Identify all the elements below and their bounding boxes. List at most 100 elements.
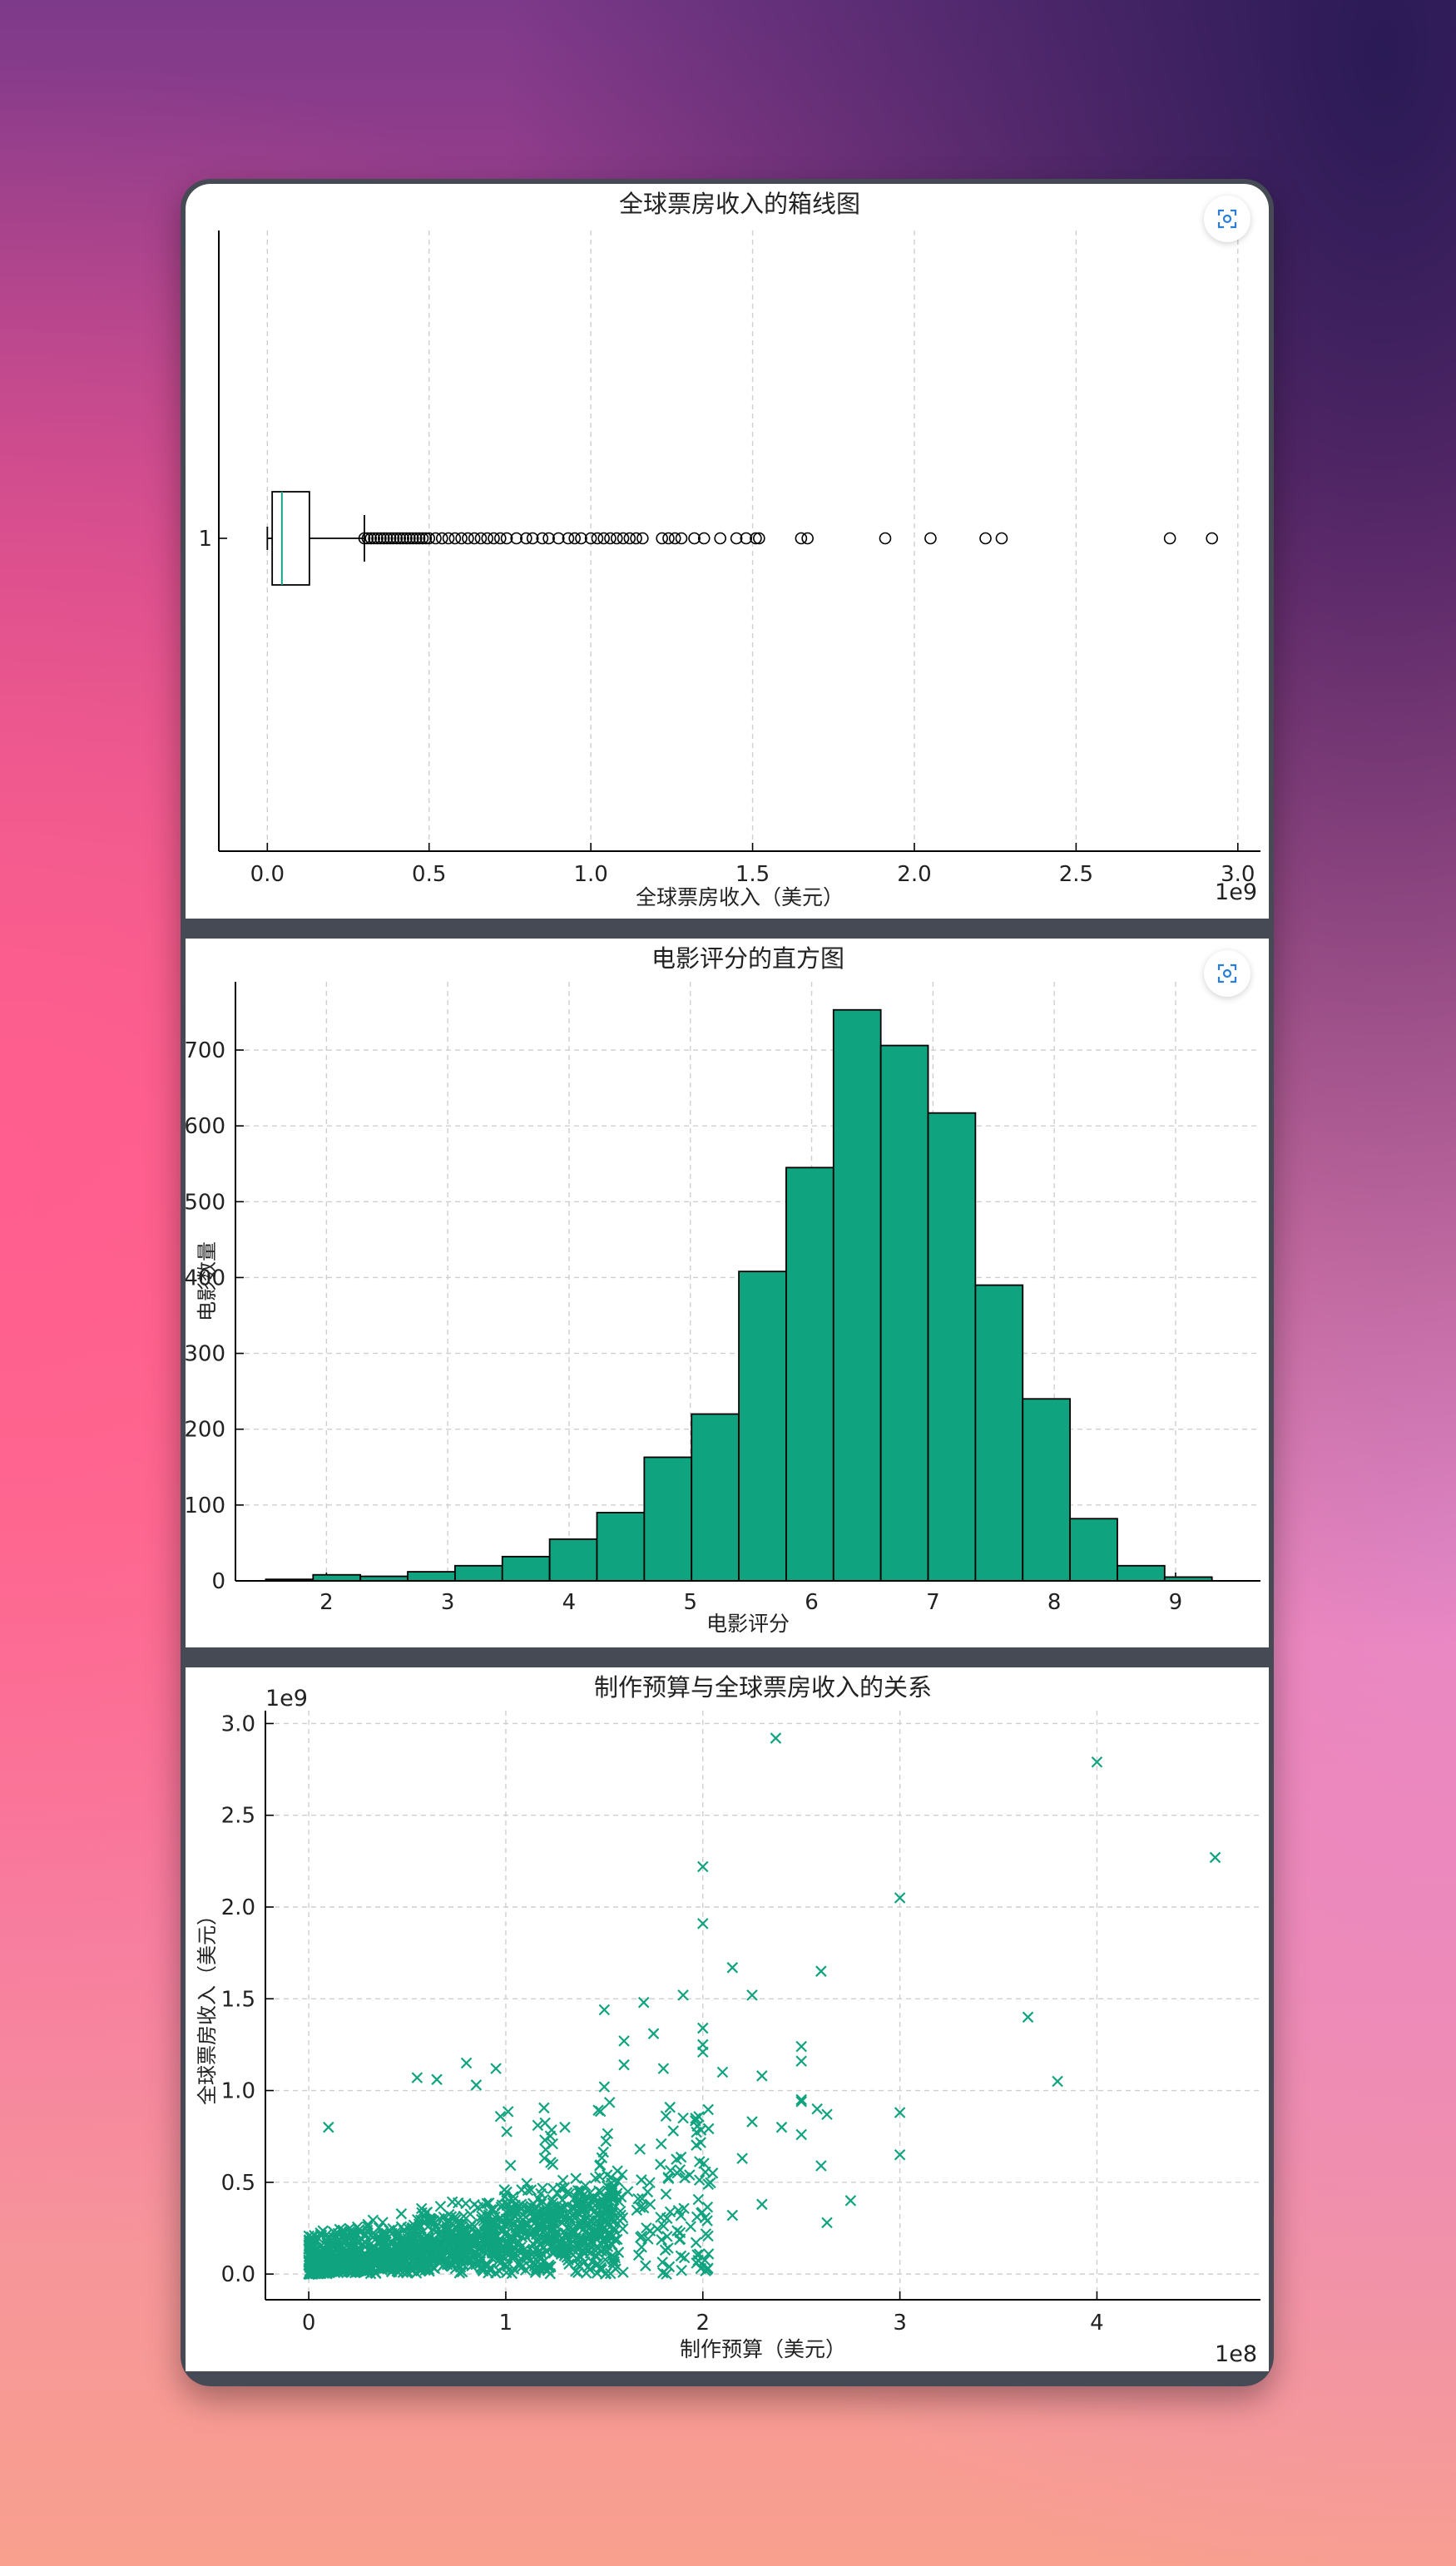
x-tick-label: 2.5 bbox=[1059, 862, 1093, 887]
scatter-point bbox=[605, 2212, 617, 2224]
scatter-point bbox=[474, 2256, 487, 2268]
outlier-point bbox=[390, 532, 404, 545]
scatter-point bbox=[536, 2247, 547, 2260]
outlier-point bbox=[697, 532, 711, 545]
scatter-point bbox=[508, 2195, 519, 2207]
scatter-point bbox=[377, 2217, 389, 2228]
scatter-point bbox=[539, 2117, 551, 2129]
expand-chart-button[interactable] bbox=[1204, 950, 1250, 997]
scatter-point bbox=[438, 2222, 449, 2235]
scatter-point bbox=[464, 2208, 476, 2220]
scatter-point bbox=[894, 2107, 906, 2118]
focus-expand-icon bbox=[1217, 209, 1237, 229]
y-tick-label: 1.5 bbox=[221, 1987, 255, 2012]
scatter-point bbox=[392, 2251, 404, 2262]
scatter-point bbox=[591, 2259, 603, 2271]
scatter-point bbox=[894, 2148, 906, 2161]
outlier-point bbox=[361, 532, 374, 545]
scatter-point bbox=[570, 2172, 582, 2184]
boxplot-chart: 0.0 0.5 1.0 1.5 2.0 2.5 3.0 1 全球票房收入的箱线图全球票房收入（美… bbox=[198, 190, 1260, 909]
scatter-point bbox=[364, 2267, 377, 2280]
outlier-point bbox=[400, 532, 413, 545]
scatter-point bbox=[594, 2159, 607, 2171]
histogram-bar bbox=[738, 1271, 787, 1582]
scatter-point bbox=[490, 2063, 502, 2074]
outlier-point bbox=[617, 532, 630, 545]
x-tick-label: 0 bbox=[302, 2311, 316, 2336]
scatter-point bbox=[339, 2260, 351, 2272]
y-tick-label: 0 bbox=[211, 1569, 225, 1594]
scatter-point bbox=[644, 2225, 656, 2237]
outlier-point bbox=[1206, 532, 1218, 545]
outlier-point bbox=[358, 532, 371, 545]
scatter-point bbox=[644, 2198, 656, 2211]
histogram-bar bbox=[974, 1284, 1024, 1582]
scatter-point bbox=[538, 2102, 550, 2114]
scatter-point bbox=[674, 2233, 686, 2245]
scatter-point bbox=[521, 2248, 533, 2261]
outlier-point bbox=[1163, 532, 1176, 545]
scatter-point bbox=[657, 2220, 670, 2232]
scatter-point bbox=[379, 2228, 391, 2241]
scatter-point bbox=[632, 2192, 644, 2205]
outlier-point bbox=[520, 532, 532, 545]
scatter-point bbox=[631, 2204, 643, 2217]
scatter-point bbox=[736, 2152, 748, 2164]
scatter-point bbox=[821, 2108, 833, 2121]
scatter-point bbox=[815, 1965, 827, 1977]
scatter-point bbox=[458, 2228, 470, 2240]
expand-chart-button[interactable] bbox=[1204, 196, 1250, 242]
scatter-point bbox=[756, 2198, 768, 2211]
scatter-point bbox=[603, 2097, 616, 2108]
scatter-point bbox=[746, 2116, 758, 2128]
y-tick-label: 1.0 bbox=[221, 2079, 255, 2104]
histogram-bar bbox=[501, 1555, 551, 1582]
scatter-point bbox=[655, 2158, 666, 2171]
scatter-point bbox=[605, 2172, 617, 2183]
scatter-point bbox=[331, 2241, 343, 2253]
scatter-point bbox=[696, 2022, 709, 2034]
scatter-point bbox=[770, 1732, 782, 1744]
scatter-point bbox=[577, 2245, 589, 2256]
scatter-point bbox=[502, 2106, 514, 2118]
scatter-point bbox=[701, 2263, 713, 2276]
scatter-point bbox=[659, 2244, 671, 2256]
outlier-point bbox=[423, 532, 436, 545]
y-tick-label: 3.0 bbox=[221, 1711, 255, 1736]
scatter-point bbox=[501, 2126, 513, 2138]
outlier-point bbox=[397, 532, 409, 545]
y-tick-label: 600 bbox=[186, 1114, 225, 1139]
x-tick-label: 1 bbox=[499, 2311, 513, 2336]
scatter-point bbox=[690, 2113, 701, 2124]
scatter-point bbox=[395, 2257, 407, 2270]
scatter-point bbox=[672, 2204, 685, 2217]
scatter-point bbox=[642, 2233, 654, 2245]
outlier-point bbox=[597, 532, 610, 545]
scatter-point bbox=[385, 2237, 398, 2249]
scatter-point bbox=[716, 2066, 729, 2078]
outlier-point bbox=[419, 532, 433, 545]
scatter-point bbox=[413, 2256, 424, 2268]
x-tick-label: 2 bbox=[696, 2311, 710, 2336]
outlier-point bbox=[575, 532, 587, 545]
scatter-point bbox=[448, 2233, 460, 2246]
scatter-point bbox=[542, 2233, 555, 2246]
scatter-point bbox=[467, 2250, 478, 2262]
histogram-bar bbox=[596, 1512, 646, 1582]
scatter-point bbox=[419, 2246, 432, 2258]
scatter-point bbox=[504, 2159, 517, 2172]
x-tick-label: 3 bbox=[893, 2311, 907, 2336]
scatter-point bbox=[661, 2231, 673, 2242]
scatter-point bbox=[600, 2135, 612, 2147]
scatter-point bbox=[525, 2184, 537, 2196]
scatter-point bbox=[595, 2186, 607, 2198]
scatter-point bbox=[539, 2134, 551, 2146]
scatter-point bbox=[546, 2224, 558, 2237]
outlier-point bbox=[552, 532, 565, 545]
x-tick-label: 8 bbox=[1047, 1590, 1062, 1615]
scatter-point bbox=[667, 2125, 680, 2137]
scatter-point bbox=[651, 2223, 663, 2235]
outlier-point bbox=[413, 532, 426, 545]
scatter-point bbox=[367, 2214, 379, 2227]
scatter-point bbox=[326, 2263, 339, 2275]
